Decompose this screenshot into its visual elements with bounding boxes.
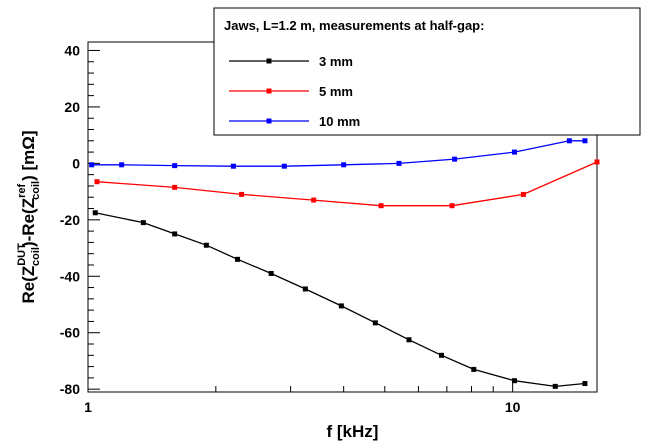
data-point [582,381,588,387]
data-point [449,203,455,209]
legend-label-2: 5 mm [319,84,353,99]
y-axis-title-sub-coil: coil [30,247,42,266]
data-point [140,220,146,226]
data-point [311,197,317,203]
y-axis-title-suffix: ) [mΩ] [19,130,38,180]
y-tick-label: 40 [64,42,80,58]
data-point [582,138,588,144]
y-tick-label: 20 [64,99,80,115]
legend-label-3: 10 mm [319,114,360,129]
y-tick-label: -80 [60,381,80,397]
x-axis-title: f [kHz] [327,422,379,441]
data-point [406,337,412,343]
y-axis-title-sup-ref: ref [16,184,28,198]
data-point [172,184,178,190]
y-tick-label: -60 [60,325,80,341]
data-point [203,242,209,248]
data-point [94,179,100,185]
series-line-2 [96,161,598,207]
legend-label-1: 3 mm [319,54,353,69]
data-point [172,231,178,237]
data-point [511,149,517,155]
y-axis-title: Re(ZDUT coil)-Re(Zref coil) [mΩ] [16,130,42,303]
data-point [520,191,526,197]
y-tick-label: -40 [60,268,80,284]
data-point [235,256,241,262]
data-point [372,320,378,326]
series-line-1 [95,212,585,388]
data-point [471,366,477,372]
data-point [239,191,245,197]
data-point [268,270,274,276]
legend-marker-3 [266,118,272,124]
x-tick-label: 1 [84,399,92,415]
data-point [172,163,178,169]
data-point [89,162,95,168]
data-point [552,383,558,389]
legend-marker-2 [266,88,272,94]
y-axis-title-middle: )-Re(Z [19,198,38,247]
data-point [594,159,600,165]
data-point [119,162,125,168]
data-point [341,162,347,168]
data-point [378,203,384,209]
data-point [302,286,308,292]
data-point [281,163,287,169]
data-point [92,210,98,216]
x-tick-label: 10 [505,399,521,415]
legend-box [213,7,641,136]
y-tick-label: 0 [72,155,80,171]
data-point [439,352,445,358]
data-point [452,156,458,162]
data-point [230,163,236,169]
data-point [511,378,517,384]
y-axis-title-sup-dut: DUT [16,243,28,266]
y-axis-title-sub-coil-2: coil [30,181,42,200]
legend-title: Jaws, L=1.2 m, measurements at half-gap: [224,18,484,33]
data-point [396,160,402,166]
y-axis-title-prefix: Re(Z [19,266,38,304]
legend-marker-1 [266,58,272,64]
data-point [566,138,572,144]
data-point [338,303,344,309]
series-line-3 [91,140,585,167]
y-tick-label: -20 [60,212,80,228]
